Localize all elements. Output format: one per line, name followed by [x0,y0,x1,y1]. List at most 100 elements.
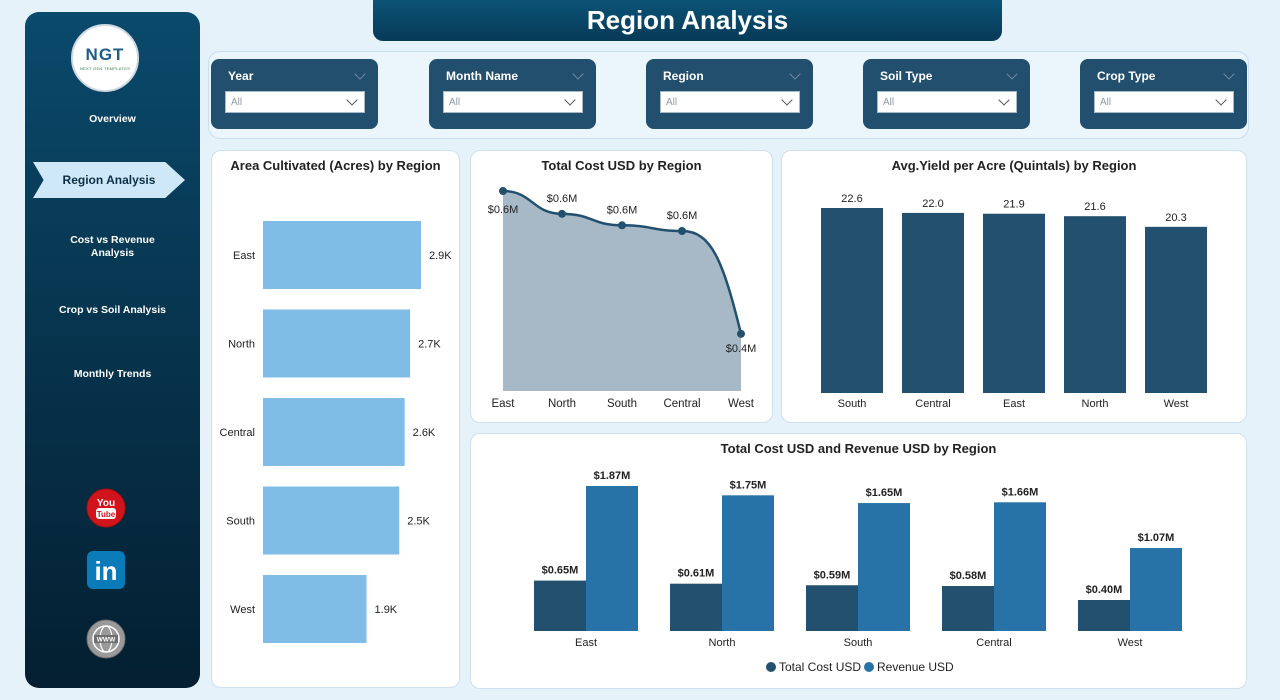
filter-year: Year All [211,59,378,129]
category-label: Central [663,398,700,410]
bar-west[interactable] [263,575,367,643]
nav-item-cost-vs-revenue[interactable]: Cost vs Revenue Analysis [70,234,155,259]
data-point[interactable] [618,221,626,230]
bar-central-cost[interactable] [942,586,994,631]
total-cost-card: Total Cost USD by Region $0.6M East $0.6M N… [470,150,773,423]
filter-title: Region [663,69,704,83]
filter-title: Month Name [446,69,518,83]
filter-value: All [231,97,243,108]
filter-value: All [1100,97,1112,108]
bar-east-cost[interactable] [534,580,586,631]
legend-label[interactable]: Revenue USD [877,660,954,674]
bar-central[interactable] [902,212,964,393]
legend-label[interactable]: Total Cost USD [779,660,861,674]
data-label: $1.65M [866,487,903,499]
data-point[interactable] [678,227,686,235]
nav-item-label: Region Analysis [62,173,156,187]
filter-value: All [883,97,895,108]
filter-crop-dropdown[interactable]: All [1094,91,1234,113]
category-label: Central [220,427,255,439]
data-point[interactable] [558,209,566,218]
avg-yield-chart: 22.6 South 22.0 Central 21.9 East 21.6 North 20.… [821,193,1207,410]
category-label: East [1003,398,1025,410]
globe-icon: WWW [86,619,126,659]
category-label: North [228,339,255,351]
data-label: $1.66M [1002,486,1039,498]
bar-south-revenue[interactable] [858,503,910,631]
data-label: $0.40M [1086,584,1123,596]
filter-month-dropdown[interactable]: All [443,91,583,113]
bar-central-revenue[interactable] [994,502,1046,631]
filter-value: All [449,97,461,108]
nav-item-crop-vs-soil[interactable]: Crop vs Soil Analysis [59,304,166,316]
logo-subtext: NEXT GEN TEMPLATES [79,66,131,71]
data-point[interactable] [499,187,507,195]
data-label: 2.6K [413,427,436,439]
collapse-chevron-icon[interactable] [1006,68,1018,80]
bar-east[interactable] [263,221,421,289]
bar-south[interactable] [821,208,883,393]
data-label: $0.6M [547,193,578,205]
data-point[interactable] [737,329,745,338]
chevron-down-icon [998,94,1010,106]
globe-label: WWW [97,637,116,644]
bar-central[interactable] [263,398,405,466]
bar-south[interactable] [263,486,400,555]
collapse-chevron-icon[interactable] [354,68,366,80]
data-label: $0.6M [488,204,519,216]
youtube-button[interactable]: You Tube [86,488,126,528]
filter-month-name: Month Name All [429,59,596,129]
category-label: West [1164,398,1189,410]
chart-title: Area Cultivated (Acres) by Region [230,158,441,173]
bar-north-revenue[interactable] [722,495,774,631]
filter-value: All [666,97,678,108]
category-label: North [1082,398,1109,410]
data-label: 22.0 [922,198,943,210]
page-title: Region Analysis [586,5,789,35]
nav-item-monthly-trends[interactable]: Monthly Trends [73,368,152,380]
linkedin-button[interactable]: in [86,550,126,590]
legend-marker [766,662,776,672]
category-label: North [548,398,576,410]
bar-north-cost[interactable] [670,583,722,631]
data-label: 22.6 [841,193,862,205]
category-label: South [844,637,873,649]
chart-title: Total Cost USD by Region [541,158,702,173]
nav-item-region-analysis[interactable]: Region Analysis [33,162,185,198]
website-button[interactable]: WWW [86,619,126,659]
brand-logo[interactable]: NGT NEXT GEN TEMPLATES [71,24,139,92]
area-cultivated-chart: East 2.9K North 2.7K Central 2.6K South 2.5K Wes… [220,221,452,643]
avg-yield-card: Avg.Yield per Acre (Quintals) by Region … [781,150,1247,423]
filter-region-dropdown[interactable]: All [660,91,800,113]
bar-east-revenue[interactable] [586,486,638,631]
chevron-down-icon [564,94,576,106]
bar-south-cost[interactable] [806,585,858,631]
category-label: West [728,398,755,410]
category-label: South [838,398,867,410]
bar-north[interactable] [263,309,411,378]
youtube-icon: You Tube [86,488,126,528]
bar-west-revenue[interactable] [1130,548,1182,631]
filter-soil-dropdown[interactable]: All [877,91,1017,113]
logo-text: NGT [85,45,125,64]
category-label: West [1118,637,1143,649]
collapse-chevron-icon[interactable] [1223,68,1235,80]
nav-item-overview[interactable]: Overview [89,113,136,125]
filter-year-dropdown[interactable]: All [225,91,365,113]
data-label: $0.58M [950,570,987,582]
collapse-chevron-icon[interactable] [789,68,801,80]
bar-west[interactable] [1145,226,1207,393]
filter-title: Soil Type [880,69,933,83]
chevron-down-icon [1215,94,1227,106]
bar-north[interactable] [1064,216,1126,393]
collapse-chevron-icon[interactable] [572,68,584,80]
filter-soil-type: Soil Type All [863,59,1030,129]
chart-title: Avg.Yield per Acre (Quintals) by Region [891,158,1137,173]
bar-east[interactable] [983,213,1045,393]
chevron-down-icon [346,94,358,106]
bar-west-cost[interactable] [1078,599,1130,631]
filter-title: Year [228,69,254,83]
page-title-bar: Region Analysis [373,0,1002,41]
category-label: East [491,398,515,410]
data-label: 21.6 [1084,201,1105,213]
